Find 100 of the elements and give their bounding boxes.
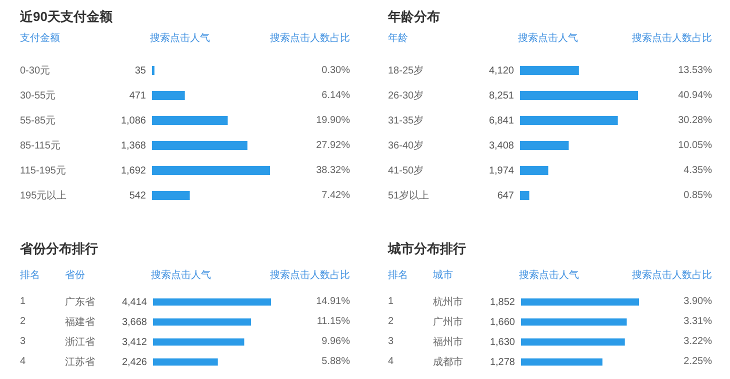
y-tick-label: 浙江省 bbox=[65, 336, 95, 348]
bar bbox=[520, 141, 569, 150]
y-tick-label: 26-30岁 bbox=[388, 89, 424, 102]
bar bbox=[153, 338, 244, 346]
text: 4 bbox=[388, 356, 394, 368]
data-label: 8,251 bbox=[488, 90, 514, 102]
y-tick-label: 18-25岁 bbox=[388, 64, 424, 76]
y-axis-title: 省份 bbox=[65, 270, 85, 282]
data-label: 4,120 bbox=[488, 65, 514, 76]
text: 搜索点击人数占比 bbox=[632, 33, 712, 45]
data-label: 3,668 bbox=[122, 316, 148, 328]
y-tick-label: 36-40岁 bbox=[388, 139, 424, 152]
text: 4.35% bbox=[684, 164, 712, 176]
data-label: 1,852 bbox=[490, 296, 516, 308]
y-tick-label: 30-55元 bbox=[20, 90, 56, 102]
bar bbox=[520, 191, 530, 200]
text: 10.05% bbox=[678, 140, 712, 152]
bar bbox=[152, 91, 185, 100]
bar bbox=[520, 66, 579, 75]
y-tick-label: 85-115元 bbox=[20, 140, 60, 152]
chart-title: 近90天支付金额 bbox=[20, 8, 112, 26]
data-label: 1,692 bbox=[120, 165, 146, 176]
bar bbox=[153, 318, 252, 326]
bar bbox=[521, 358, 602, 366]
text: 7.42% bbox=[322, 190, 350, 202]
x-axis-title: 搜索点击人气 bbox=[519, 270, 579, 282]
y-tick-label: 江苏省 bbox=[65, 356, 95, 368]
bar bbox=[152, 191, 190, 200]
x-axis-title: 搜索点击人气 bbox=[150, 33, 210, 45]
text: 3 bbox=[20, 336, 26, 348]
x-axis-title: 搜索点击人气 bbox=[151, 270, 211, 282]
y-tick-label: 195元以上 bbox=[20, 189, 67, 202]
text: 14.91% bbox=[316, 296, 350, 308]
bar bbox=[521, 298, 639, 306]
y-tick-label: 55-85元 bbox=[20, 115, 56, 126]
data-label: 542 bbox=[129, 190, 146, 202]
text: 3.90% bbox=[684, 296, 712, 308]
data-label: 3,412 bbox=[122, 336, 148, 348]
y-tick-label: 杭州市 bbox=[432, 296, 463, 308]
y-tick-label: 31-35岁 bbox=[388, 114, 424, 126]
y-tick-label: 广东省 bbox=[65, 296, 95, 308]
data-label: 4,414 bbox=[122, 296, 148, 308]
bar bbox=[521, 338, 625, 346]
text: 搜索点击人数占比 bbox=[270, 270, 350, 282]
data-label: 1,278 bbox=[490, 356, 516, 368]
text: 2 bbox=[20, 316, 26, 328]
bar bbox=[153, 298, 271, 306]
text: 38.32% bbox=[316, 164, 350, 176]
y-tick-label: 成都市 bbox=[433, 356, 463, 368]
text: 3.22% bbox=[684, 336, 712, 348]
data-label: 1,660 bbox=[490, 316, 516, 328]
text: 27.92% bbox=[316, 140, 350, 152]
text: 6.14% bbox=[322, 90, 350, 102]
data-label: 2,426 bbox=[122, 356, 148, 368]
chart-title: 城市分布排行 bbox=[388, 240, 466, 258]
data-label: 1,086 bbox=[120, 115, 146, 126]
bar bbox=[520, 166, 548, 175]
text: 1 bbox=[388, 296, 394, 308]
text: 0.85% bbox=[684, 190, 712, 202]
bar bbox=[152, 116, 228, 125]
text: 1 bbox=[20, 296, 26, 308]
y-tick-label: 41-50岁 bbox=[388, 164, 424, 176]
text: 3.31% bbox=[684, 316, 712, 328]
text: 40.94% bbox=[678, 90, 712, 102]
bar bbox=[152, 141, 248, 150]
y-tick-label: 0-30元 bbox=[20, 65, 50, 76]
data-label: 35 bbox=[134, 65, 146, 76]
data-label: 6,841 bbox=[488, 115, 514, 126]
bar bbox=[521, 318, 627, 326]
bar bbox=[153, 358, 218, 366]
y-axis-title: 年龄 bbox=[388, 33, 408, 45]
text: 19.90% bbox=[316, 114, 350, 126]
chart-title: 省份分布排行 bbox=[20, 240, 98, 258]
text: 2 bbox=[388, 316, 394, 328]
text: 4 bbox=[20, 356, 26, 368]
text: 5.88% bbox=[322, 356, 350, 368]
bar bbox=[520, 91, 638, 100]
data-label: 1,974 bbox=[488, 165, 514, 176]
text: 2.25% bbox=[684, 356, 712, 368]
data-label: 471 bbox=[129, 90, 146, 102]
text: 排名 bbox=[388, 270, 408, 282]
y-axis-title: 城市 bbox=[433, 270, 453, 282]
text: 9.96% bbox=[322, 336, 350, 348]
y-tick-label: 51岁以上 bbox=[388, 189, 430, 202]
text: 排名 bbox=[20, 270, 40, 282]
text: 搜索点击人数占比 bbox=[270, 33, 350, 45]
bar bbox=[152, 166, 270, 175]
text: 搜索点击人数占比 bbox=[632, 270, 712, 282]
text: 年龄分布 bbox=[388, 8, 440, 26]
x-axis-title: 搜索点击人气 bbox=[518, 33, 578, 45]
text: 13.53% bbox=[678, 64, 712, 76]
bar bbox=[520, 116, 618, 125]
y-tick-label: 福州市 bbox=[433, 336, 463, 348]
data-label: 1,368 bbox=[120, 140, 146, 152]
y-tick-label: 福建省 bbox=[65, 316, 95, 328]
text: 11.15% bbox=[316, 316, 350, 328]
text: 3 bbox=[388, 336, 394, 348]
data-label: 3,408 bbox=[488, 140, 514, 152]
data-label: 1,630 bbox=[490, 336, 516, 348]
data-label: 647 bbox=[497, 190, 514, 202]
